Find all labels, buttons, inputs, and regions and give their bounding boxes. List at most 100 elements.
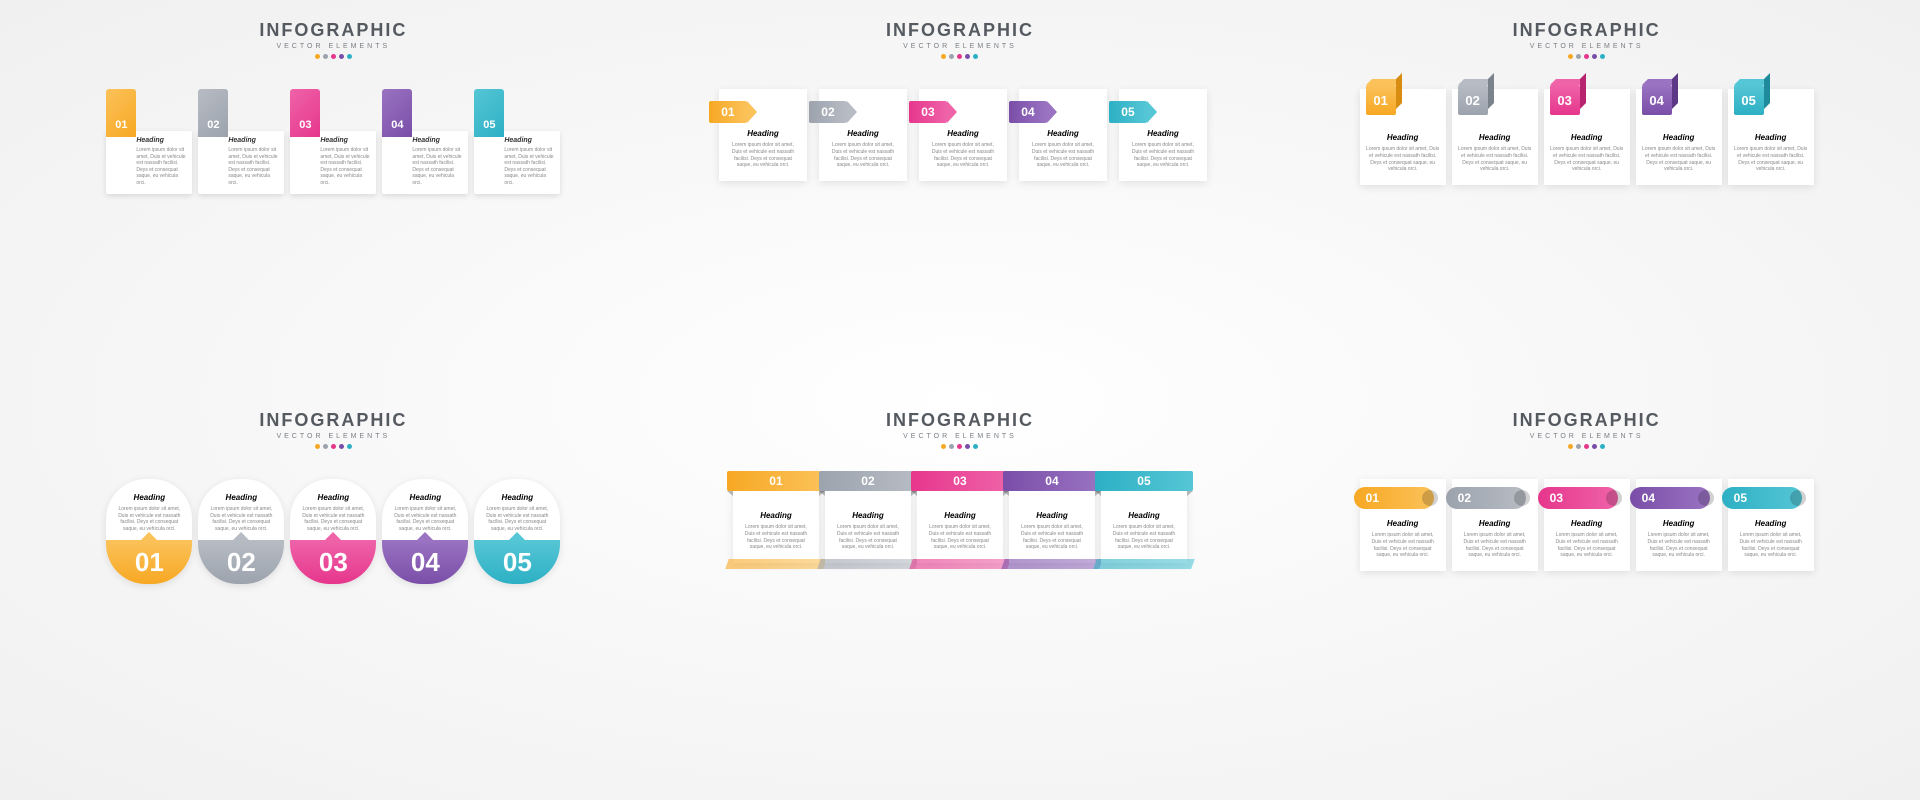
title-block: INFOGRAPHICVECTOR ELEMENTS <box>1513 410 1661 449</box>
title-block: INFOGRAPHIC VECTOR ELEMENTS <box>886 20 1034 59</box>
title-main: INFOGRAPHIC <box>259 20 407 41</box>
step-heading: Heading <box>298 493 368 502</box>
palette-dots <box>259 444 407 449</box>
step-item: 02HeadingLorem ipsum dolor sit amet, Dui… <box>1452 479 1538 571</box>
step-item: 05HeadingLorem ipsum dolor sit amet, Dui… <box>1728 479 1814 571</box>
step-item: 03HeadingLorem ipsum dolor sit amet, Dui… <box>1544 89 1630 185</box>
step-number-arrow: 02 <box>809 101 847 123</box>
step-number-pill: 01 <box>1354 487 1434 509</box>
step-card: HeadingLorem ipsum dolor sit amet, Duis … <box>382 131 468 194</box>
palette-dot <box>1600 54 1605 59</box>
step-number-ribbon: 01 <box>727 471 825 491</box>
step-body: Lorem ipsum dolor sit amet, Duis et vehi… <box>206 506 276 532</box>
infographic-grid: INFOGRAPHIC VECTOR ELEMENTS 01 Heading Lorem… <box>0 0 1920 800</box>
step-heading: Heading <box>1366 133 1440 142</box>
step-body: Lorem ipsum dolor sit amet, Duis et vehi… <box>1368 532 1438 559</box>
step-number-foot: 02 <box>198 540 284 584</box>
step-number-tab: 02 <box>198 89 228 137</box>
step-body: Lorem ipsum dolor sit amet, Duis et vehi… <box>298 506 368 532</box>
palette-dot <box>965 444 970 449</box>
step-body: Lorem ipsum dolor sit amet, Duis et vehi… <box>504 147 554 186</box>
title-sub: VECTOR ELEMENTS <box>886 433 1034 440</box>
title-block: INFOGRAPHICVECTOR ELEMENTS <box>259 410 407 449</box>
step-item: 03HeadingLorem ipsum dolor sit amet, Dui… <box>290 89 376 194</box>
palette-dot <box>1584 54 1589 59</box>
steps-row: 01 Heading Lorem ipsum dolor sit amet, Dui… <box>106 89 560 194</box>
step-item: Heading Lorem ipsum dolor sit amet, Duis … <box>290 479 376 584</box>
palette-dot <box>941 54 946 59</box>
step-heading: Heading <box>927 129 999 138</box>
step-number-ribbon: 03 <box>911 471 1009 491</box>
title-sub: VECTOR ELEMENTS <box>1513 433 1661 440</box>
step-body: Lorem ipsum dolor sit amet, Duis et vehi… <box>1027 142 1099 169</box>
step-item: 03HeadingLorem ipsum dolor sit amet, Dui… <box>917 479 1003 563</box>
step-item: HeadingLorem ipsum dolor sit amet, Duis … <box>106 479 192 584</box>
step-number-arrow: 04 <box>1009 101 1047 123</box>
step-number-tab: 01 <box>106 89 136 137</box>
step-heading: Heading <box>114 493 184 502</box>
palette-dot <box>339 444 344 449</box>
step-body: Lorem ipsum dolor sit amet, Duis et vehi… <box>1458 146 1532 173</box>
step-body: Lorem ipsum dolor sit amet, Duis et vehi… <box>827 142 899 169</box>
step-item: 04HeadingLorem ipsum dolor sit amet, Dui… <box>1019 89 1107 181</box>
step-heading: Heading <box>390 493 460 502</box>
step-heading: Heading <box>1550 133 1624 142</box>
title-main: INFOGRAPHIC <box>886 20 1034 41</box>
step-item: HeadingLorem ipsum dolor sit amet, Duis … <box>382 479 468 584</box>
palette-dot <box>941 444 946 449</box>
step-item: 01HeadingLorem ipsum dolor sit amet, Dui… <box>719 89 807 181</box>
title-main: INFOGRAPHIC <box>886 410 1034 431</box>
step-heading: Heading <box>833 511 903 520</box>
step-body: Lorem ipsum dolor sit amet, Duis et vehi… <box>320 147 370 186</box>
palette-dots <box>886 54 1034 59</box>
step-heading: Heading <box>320 137 370 144</box>
step-heading: Heading <box>206 493 276 502</box>
step-body: Lorem ipsum dolor sit amet, Duis et vehi… <box>136 147 186 186</box>
palette-dots <box>1513 444 1661 449</box>
step-body: Lorem ipsum dolor sit amet, Duis et vehi… <box>228 147 278 186</box>
steps-row: 01HeadingLorem ipsum dolor sit amet, Dui… <box>1360 479 1814 571</box>
step-heading: Heading <box>827 129 899 138</box>
ribbon-underline <box>725 559 827 569</box>
step-number-cube: 04 <box>1642 85 1672 115</box>
step-heading: Heading <box>727 129 799 138</box>
palette-dot <box>1592 444 1597 449</box>
title-block: INFOGRAPHIC VECTOR ELEMENTS <box>886 410 1034 449</box>
palette-dot <box>973 444 978 449</box>
step-card: Heading Lorem ipsum dolor sit amet, Duis … <box>474 131 560 194</box>
palette-dot <box>347 54 352 59</box>
step-number-foot: 05 <box>474 540 560 584</box>
step-item: 02HeadingLorem ipsum dolor sit amet, Dui… <box>819 89 907 181</box>
step-heading: Heading <box>1368 519 1438 528</box>
palette-dot <box>973 54 978 59</box>
step-heading: Heading <box>1460 519 1530 528</box>
title-sub: VECTOR ELEMENTS <box>886 43 1034 50</box>
step-heading: Heading <box>1109 511 1179 520</box>
step-heading: Heading <box>925 511 995 520</box>
title-sub: VECTOR ELEMENTS <box>1513 43 1661 50</box>
step-body: Lorem ipsum dolor sit amet, Duis et vehi… <box>1109 524 1179 551</box>
step-card: HeadingLorem ipsum dolor sit amet, Duis … <box>198 131 284 194</box>
step-item: 04HeadingLorem ipsum dolor sit amet, Dui… <box>1636 479 1722 571</box>
step-heading: Heading <box>1552 519 1622 528</box>
palette-dot <box>323 444 328 449</box>
step-heading: Heading <box>1644 519 1714 528</box>
step-heading: Heading <box>482 493 552 502</box>
step-item: 04HeadingLorem ipsum dolor sit amet, Dui… <box>1009 479 1095 563</box>
infographic-panel-c: INFOGRAPHICVECTOR ELEMENTS01HeadingLorem… <box>1283 20 1890 390</box>
step-number-cube: 03 <box>1550 85 1580 115</box>
step-body: Lorem ipsum dolor sit amet, Duis et vehi… <box>1736 532 1806 559</box>
palette-dot <box>315 444 320 449</box>
step-heading: Heading <box>504 137 554 144</box>
steps-row: 01HeadingLorem ipsum dolor sit amet, Dui… <box>713 89 1207 181</box>
step-card: HeadingLorem ipsum dolor sit amet, Duis … <box>106 131 192 194</box>
palette-dots <box>259 54 407 59</box>
step-item: 01HeadingLorem ipsum dolor sit amet, Dui… <box>733 479 819 563</box>
palette-dot <box>315 54 320 59</box>
step-body: Lorem ipsum dolor sit amet, Duis et vehi… <box>1366 146 1440 173</box>
step-number-arrow: 05 <box>1109 101 1147 123</box>
palette-dots <box>1513 54 1661 59</box>
step-item: Heading Lorem ipsum dolor sit amet, Duis … <box>198 479 284 584</box>
step-item: 02HeadingLorem ipsum dolor sit amet, Dui… <box>1452 89 1538 185</box>
step-heading: Heading <box>1736 519 1806 528</box>
